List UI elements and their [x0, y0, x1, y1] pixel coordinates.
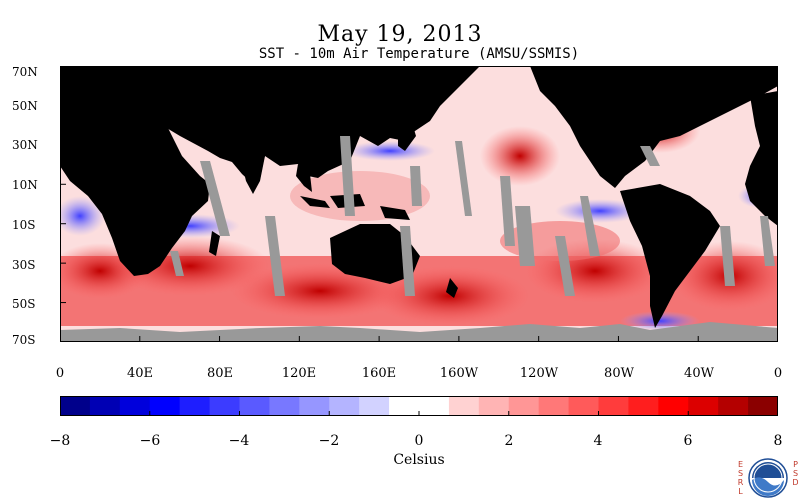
colorbar-swatch: [119, 396, 151, 416]
greenland-land: [700, 66, 760, 96]
lat-label: 70S: [12, 333, 36, 347]
colorbar-swatch: [688, 396, 719, 416]
eurasia-land: [120, 66, 480, 186]
lon-label: 160E: [361, 366, 397, 381]
lon-label: 120W: [519, 366, 559, 381]
colorbar-swatch: [478, 396, 510, 416]
lon-label: 80E: [206, 366, 234, 381]
missing-data-swath: [170, 251, 184, 276]
colorbar-tick-label: 0: [414, 433, 424, 449]
colorbar-units: Celsius: [393, 452, 445, 468]
missing-data-swath: [580, 196, 600, 256]
colorbar: [60, 396, 778, 416]
esrl-text: ESRL: [736, 460, 745, 496]
lon-label: 0: [773, 366, 783, 381]
south-america-land: [620, 184, 720, 328]
indonesia-land: [300, 196, 330, 208]
colorbar-swatch: [448, 396, 480, 416]
missing-data-swath: [760, 216, 775, 266]
southeast-asia-land: [296, 164, 312, 192]
lon-label: 80W: [604, 366, 634, 381]
lat-label: 50N: [12, 99, 38, 113]
colorbar-swatch: [538, 396, 570, 416]
lat-label: 10S: [12, 218, 36, 232]
cold-region: [345, 141, 435, 161]
lat-label: 30S: [12, 258, 36, 272]
colorbar-tick-label: −8: [49, 433, 71, 449]
new-zealand-land: [446, 278, 458, 298]
colorbar-swatch: [329, 396, 360, 416]
noaa-logo-icon: [748, 458, 788, 498]
colorbar-swatch: [508, 396, 540, 416]
india-land: [240, 156, 265, 194]
lat-label: 50S: [12, 297, 36, 311]
colorbar-swatch: [89, 396, 121, 416]
missing-data-swath: [640, 146, 660, 166]
colorbar-tick-label: 4: [593, 433, 603, 449]
europe-africa-right: [745, 91, 778, 226]
lat-label: 10N: [12, 178, 38, 192]
warm-region: [480, 126, 560, 186]
colorbar-swatch: [598, 396, 629, 416]
colorbar-swatch: [299, 396, 330, 416]
cold-region: [555, 199, 645, 223]
colorbar-swatch: [658, 396, 689, 416]
missing-data-swath: [410, 166, 422, 206]
missing-data-swath: [340, 136, 355, 216]
colorbar-swatch: [748, 396, 778, 416]
missing-data-swath: [455, 141, 472, 216]
missing-data-swath: [200, 161, 230, 236]
japan-land: [398, 116, 416, 151]
colorbar-swatch: [419, 396, 450, 416]
map-subtitle: SST - 10m Air Temperature (AMSU/SSMIS): [258, 46, 580, 62]
missing-data-swath: [400, 226, 415, 296]
colorbar-swatch: [149, 396, 181, 416]
map-tick-marks: [60, 66, 778, 342]
missing-data-swath: [720, 226, 735, 286]
colorbar-tick-label: −6: [139, 433, 161, 449]
colorbar-tick-label: 2: [504, 433, 514, 449]
new-guinea-land: [380, 206, 410, 220]
colorbar-swatch: [359, 396, 390, 416]
missing-data-swath: [555, 236, 575, 296]
missing-data-swath: [515, 206, 535, 266]
colorbar-swatch: [568, 396, 599, 416]
colorbar-tick-label: 8: [773, 433, 783, 449]
lon-label: 40E: [126, 366, 154, 381]
psd-label: PSD: [791, 460, 800, 489]
esrl-label: ESRL: [736, 460, 745, 498]
psd-text: PSD: [791, 460, 800, 487]
madagascar-land: [209, 231, 220, 256]
cold-region: [60, 196, 105, 236]
lon-label: 160W: [439, 366, 479, 381]
lat-label: 30N: [12, 138, 38, 152]
sst-anomaly-map: [60, 66, 778, 342]
colorbar-tick-label: −2: [318, 433, 340, 449]
colorbar-swatch: [209, 396, 240, 416]
map-date-title: May 19, 2013: [317, 22, 483, 47]
north-america-land: [530, 66, 778, 188]
lon-label: 40W: [684, 366, 714, 381]
colorbar-swatch: [628, 396, 659, 416]
missing-data-swath: [265, 216, 285, 296]
antarctica: [60, 322, 778, 342]
colorbar-swatch: [239, 396, 270, 416]
colorbar-tick-label: −4: [228, 433, 250, 449]
colorbar-swatch: [60, 396, 91, 416]
map-frame: [60, 66, 778, 342]
colorbar-swatch: [269, 396, 300, 416]
missing-data-swath: [500, 176, 515, 246]
australia-land: [330, 224, 420, 284]
colorbar-swatch: [389, 396, 420, 416]
colorbar-swatch: [179, 396, 211, 416]
lon-label: 120E: [281, 366, 317, 381]
colorbar-tick-label: 6: [683, 433, 693, 449]
lon-label: 0: [55, 366, 65, 381]
lat-label: 70N: [12, 65, 38, 79]
africa-land: [60, 66, 210, 276]
colorbar-swatch: [718, 396, 749, 416]
